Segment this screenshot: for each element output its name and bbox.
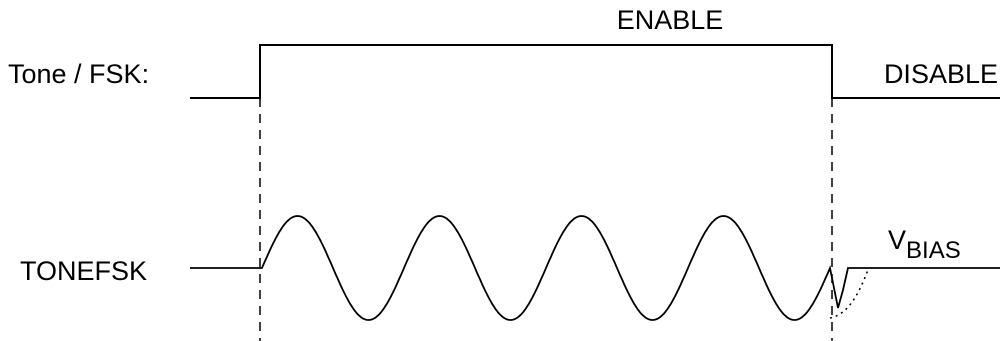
tone-fsk-enable-signal xyxy=(190,44,1000,99)
vbias-subscript: BIAS xyxy=(906,237,961,264)
vbias-main: V xyxy=(888,225,906,255)
disable-label: DISABLE xyxy=(884,59,998,89)
vbias-label: VBIAS xyxy=(888,225,961,264)
tone-fsk-label: Tone / FSK: xyxy=(8,59,149,89)
tonefsk-label: TONEFSK xyxy=(20,256,147,286)
vbias-settling-dotted xyxy=(829,269,869,319)
tonefsk-waveform xyxy=(190,215,1000,321)
enable-label: ENABLE xyxy=(617,5,724,35)
